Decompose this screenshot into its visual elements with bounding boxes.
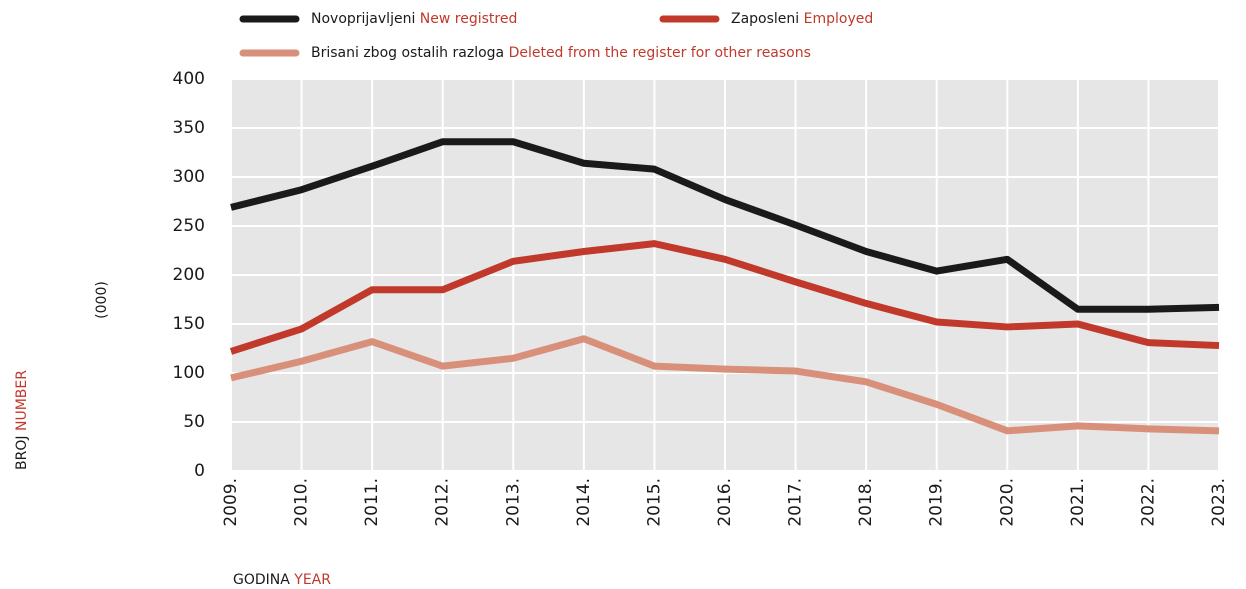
legend-label: Zaposleni Employed [731,11,873,27]
y-tick-label: 250 [173,216,205,236]
y-axis-label: BROJ NUMBER [14,370,30,470]
legend-name: Zaposleni [731,11,799,27]
y-tick-label: 350 [173,118,205,138]
x-tick-label: 2012. [433,478,453,527]
x-tick-label: 2023. [1209,478,1229,527]
y-tick-label: 0 [194,461,205,481]
y-tick-label: 150 [173,314,205,334]
y-tick-label: 300 [173,167,205,187]
series-line [229,240,1220,355]
y-tick-label: 400 [173,69,205,89]
legend-name: Brisani zbog ostalih razloga [311,45,504,61]
x-tick-label: 2020. [997,478,1017,527]
x-tick-label: 2018. [856,478,876,527]
series-line [230,138,1220,313]
x-tick-label: 2019. [927,478,947,527]
x-tick-label: 2010. [292,478,312,527]
x-tick-label: 2022. [1138,478,1158,527]
y-label: BROJ [14,435,30,469]
legend-name-en: Employed [804,11,874,27]
y-unit: (000) [94,281,110,319]
x-tick-label: 2015. [644,478,664,527]
x-tick-label: 2013. [503,478,523,527]
legend-label: Brisani zbog ostalih razloga Deleted fro… [311,45,811,61]
x-label: GODINA [233,572,290,588]
legend-name-en: New registred [420,11,518,27]
y-tick-label: 50 [183,412,205,432]
x-tick-label: 2009. [221,478,241,527]
y-tick-label: 100 [173,363,205,383]
x-axis-label: GODINA YEAR [233,572,331,588]
x-tick-label: 2017. [786,478,806,527]
x-tick-label: 2021. [1068,478,1088,527]
legend-name: Novoprijavljeni [311,11,415,27]
x-label-en: YEAR [293,572,331,588]
x-tick-label: 2011. [362,478,382,527]
series-line [230,335,1220,435]
legend-name-en: Deleted from the register for other reas… [509,45,811,61]
x-tick-label: 2014. [574,478,594,527]
x-tick-label: 2016. [715,478,735,527]
y-label-en: NUMBER [14,370,30,431]
y-tick-label: 200 [173,265,205,285]
legend-label: Novoprijavljeni New registred [311,11,517,27]
